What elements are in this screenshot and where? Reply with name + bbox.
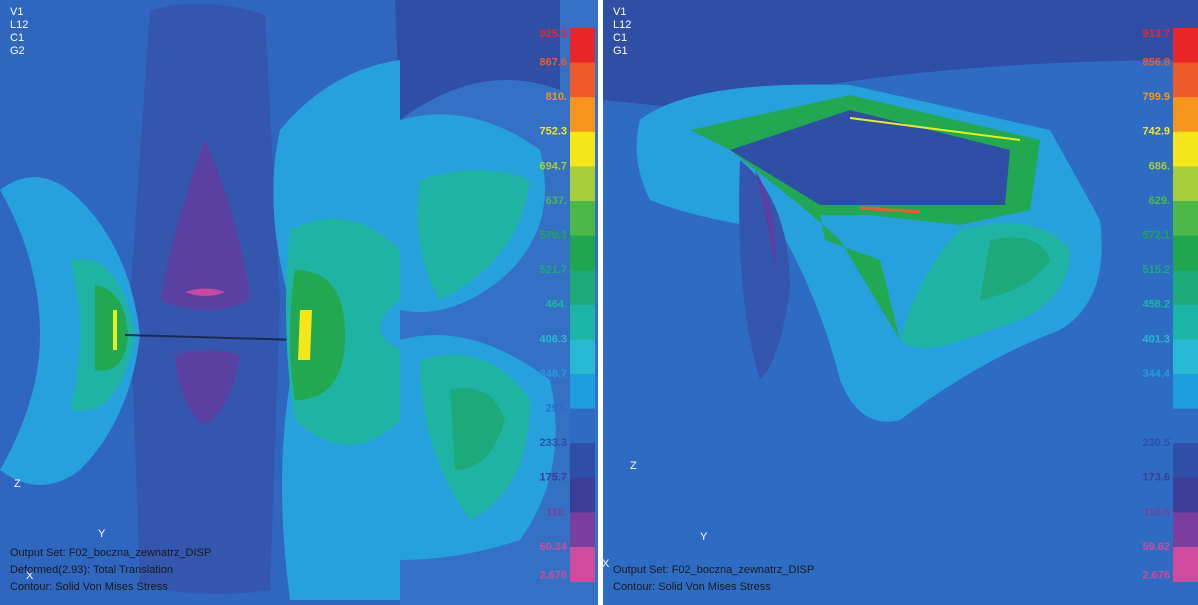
legend-label: 810.	[546, 91, 567, 103]
legend-label: 686.	[1149, 160, 1170, 172]
legend-label: 173.6	[1142, 472, 1170, 484]
legend-band	[1173, 63, 1198, 98]
legend-band	[570, 547, 595, 582]
legend-band	[570, 512, 595, 547]
legend-band	[1173, 166, 1198, 201]
output-info: Output Set: F02_boczna_zewnatrz_DISP	[613, 564, 814, 576]
legend-label: 401.3	[1142, 333, 1170, 345]
legend-band	[570, 443, 595, 478]
legend-label: 752.3	[539, 126, 567, 138]
output-info: Output Set: F02_boczna_zewnatrz_DISP	[10, 547, 211, 559]
view-label: V1	[613, 6, 626, 18]
axis-label: Y	[98, 528, 106, 540]
legend-label: 458.2	[1142, 299, 1170, 311]
legend-band	[570, 409, 595, 444]
right-panel	[603, 0, 1198, 605]
axis-label: Y	[700, 531, 708, 543]
legend-label: 925.3	[539, 28, 567, 40]
legend-label: 118.	[546, 506, 567, 518]
legend-label: 856.8	[1142, 57, 1170, 69]
legend-label: 799.9	[1142, 91, 1170, 103]
legend-band	[570, 132, 595, 167]
legend-band	[1173, 374, 1198, 409]
legend-band	[1173, 132, 1198, 167]
legend-label: 572.1	[1142, 230, 1170, 242]
output-info: Deformed(2.93): Total Translation	[10, 564, 173, 576]
screenshot: V1L12C1G2925.3867.6810.752.3694.7637.579…	[0, 0, 1198, 605]
legend-band	[570, 374, 595, 409]
legend-band	[570, 270, 595, 305]
stress-peak	[298, 310, 312, 360]
view-label: C1	[10, 32, 24, 44]
legend-band	[570, 97, 595, 132]
legend-band	[570, 28, 595, 63]
legend-band	[1173, 270, 1198, 305]
legend-label: 515.2	[1142, 264, 1170, 276]
legend-label: 629.	[1149, 195, 1170, 207]
legend-label: 464.	[546, 299, 567, 311]
legend-band	[1173, 305, 1198, 340]
legend-band	[1173, 512, 1198, 547]
legend-band	[1173, 28, 1198, 63]
legend-band	[570, 201, 595, 236]
legend-label: 291.	[546, 403, 567, 415]
left-panel	[0, 0, 598, 605]
legend-band	[1173, 409, 1198, 444]
legend-label: 694.7	[539, 160, 567, 172]
view-label: L12	[613, 19, 631, 31]
legend-band	[1173, 201, 1198, 236]
legend-label: 867.6	[539, 57, 567, 69]
axis-label: X	[602, 558, 610, 570]
legend-band	[570, 339, 595, 374]
legend-label: 913.7	[1142, 28, 1170, 40]
legend-label: 287.4	[1142, 403, 1170, 415]
legend-band	[1173, 478, 1198, 513]
output-info: Contour: Solid Von Mises Stress	[613, 581, 771, 593]
legend-band	[1173, 339, 1198, 374]
output-info: Contour: Solid Von Mises Stress	[10, 581, 168, 593]
legend-band	[570, 63, 595, 98]
view-label: C1	[613, 32, 627, 44]
axis-label: Z	[14, 478, 21, 490]
stress-peak	[113, 310, 117, 350]
legend-label: 579.3	[539, 230, 567, 242]
legend-label: 60.34	[539, 541, 567, 553]
legend-label: 175.7	[539, 472, 567, 484]
legend-band	[1173, 547, 1198, 582]
view-label: V1	[10, 6, 23, 18]
view-label: G2	[10, 45, 25, 57]
legend-label: 742.9	[1142, 126, 1170, 138]
legend-band	[570, 166, 595, 201]
legend-label: 59.62	[1142, 541, 1170, 553]
legend-label: 230.5	[1142, 437, 1170, 449]
legend-label: 2.676	[1142, 570, 1170, 582]
axis-label: Z	[630, 460, 637, 472]
legend-label: 348.7	[539, 368, 567, 380]
legend-label: 116.6	[1143, 506, 1170, 518]
view-label: L12	[10, 19, 28, 31]
legend-label: 406.3	[539, 333, 567, 345]
legend-label: 2.676	[539, 570, 567, 582]
legend-band	[1173, 443, 1198, 478]
divider	[598, 0, 603, 605]
legend-label: 233.3	[539, 437, 567, 449]
legend-label: 521.7	[539, 264, 567, 276]
legend-band	[1173, 97, 1198, 132]
legend-band	[570, 305, 595, 340]
legend-label: 637.	[546, 195, 567, 207]
legend-band	[570, 478, 595, 513]
legend-band	[1173, 236, 1198, 271]
legend-label: 344.4	[1142, 368, 1170, 380]
legend-band	[570, 236, 595, 271]
view-label: G1	[613, 45, 628, 57]
